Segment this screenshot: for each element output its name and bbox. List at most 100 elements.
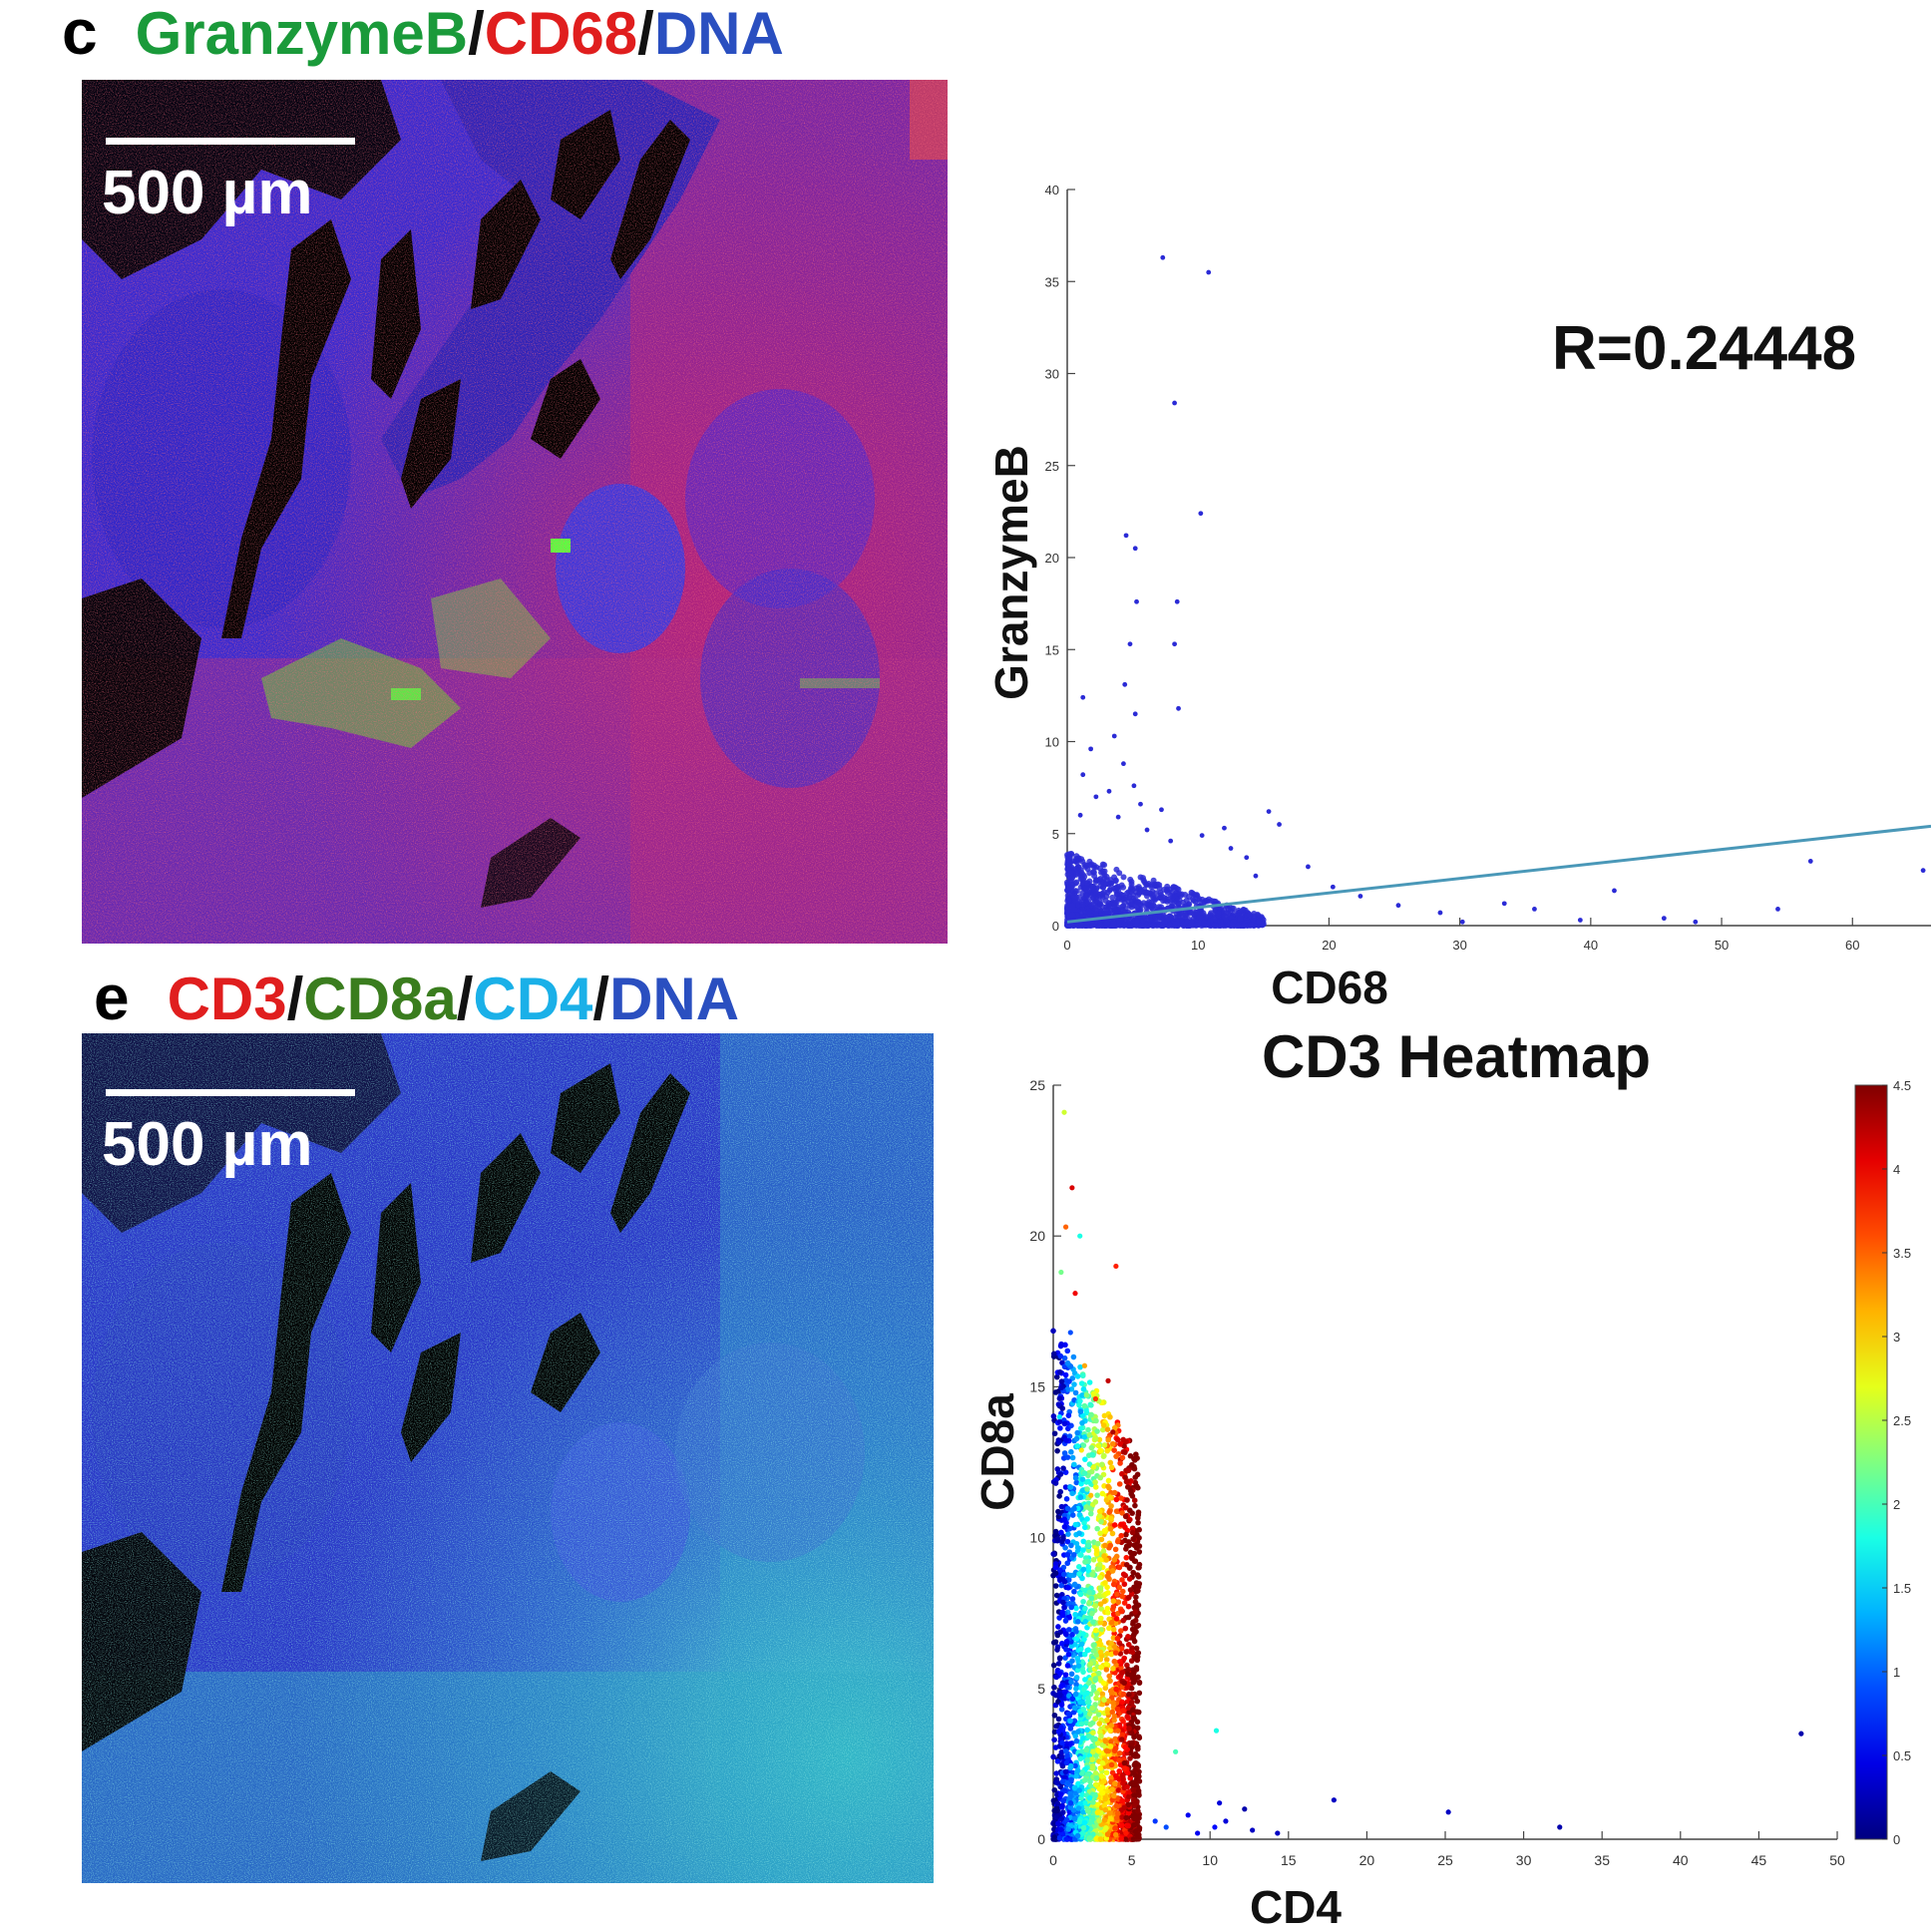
data-point [1062, 1748, 1069, 1754]
data-point [1100, 1680, 1107, 1687]
data-point [1092, 1479, 1098, 1485]
data-point [1126, 922, 1133, 929]
data-point [1119, 907, 1126, 914]
data-point [1200, 920, 1207, 927]
data-point [1097, 1530, 1103, 1537]
data-point [1131, 1716, 1138, 1722]
colorbar-tick-label: 1 [1893, 1665, 1900, 1680]
colorbar-tick-label: 1.5 [1893, 1581, 1911, 1596]
data-point [1134, 1745, 1141, 1752]
data-point [1055, 1716, 1062, 1723]
data-point [1065, 1412, 1072, 1418]
data-point [1168, 838, 1174, 844]
data-point [1078, 1641, 1085, 1648]
data-point [1068, 1385, 1075, 1392]
data-point [1093, 794, 1099, 800]
data-point [1114, 1706, 1121, 1713]
data-point [1117, 1460, 1123, 1466]
data-point [1068, 1604, 1074, 1611]
data-point [1083, 1407, 1089, 1413]
data-point [1097, 1574, 1103, 1581]
data-point [1080, 1824, 1087, 1831]
data-point [1064, 1560, 1071, 1567]
data-point [1120, 1571, 1127, 1578]
data-point [1076, 1512, 1083, 1518]
data-point [1101, 1598, 1108, 1605]
data-point [1109, 1440, 1116, 1447]
data-point [1104, 1584, 1110, 1591]
data-point [1129, 1461, 1135, 1468]
data-point [1120, 874, 1127, 881]
data-point [1215, 910, 1222, 917]
data-point [1125, 1705, 1132, 1711]
data-point [1532, 906, 1537, 912]
data-point [1172, 921, 1179, 928]
data-point [1061, 1420, 1068, 1427]
data-point [1073, 879, 1080, 886]
data-point [1115, 886, 1122, 893]
data-point [1073, 1541, 1080, 1547]
data-point [1051, 1834, 1057, 1840]
data-point [1087, 1661, 1094, 1667]
data-point [1066, 858, 1073, 865]
data-point [1111, 1489, 1118, 1496]
panel-letter: c [62, 0, 98, 68]
data-point [1103, 881, 1110, 888]
data-point [1107, 1494, 1113, 1500]
data-point [1185, 1812, 1191, 1818]
data-point [1237, 915, 1244, 922]
y-tick-label: 35 [1045, 274, 1059, 289]
data-point [1056, 1670, 1063, 1677]
data-point [1064, 1552, 1071, 1558]
data-point [1112, 908, 1119, 915]
data-point [1136, 1824, 1143, 1831]
data-point [1081, 1524, 1088, 1531]
data-point [1052, 1583, 1059, 1589]
data-point [1089, 1451, 1096, 1458]
data-point [1126, 1726, 1132, 1732]
data-point [1114, 1810, 1121, 1816]
data-point [1119, 1814, 1125, 1820]
data-point [1072, 1291, 1078, 1297]
data-point [1077, 1494, 1084, 1501]
scale-bar-label-e: 500 µm [102, 1110, 313, 1179]
data-point [1096, 1512, 1103, 1519]
data-point [1088, 1444, 1095, 1451]
data-point [1099, 1461, 1105, 1468]
data-point [1140, 877, 1147, 884]
data-point [1055, 1401, 1062, 1407]
data-point [1078, 1721, 1085, 1728]
x-axis-title: CD68 [1271, 962, 1388, 1013]
data-point [1060, 1797, 1066, 1804]
data-point [1113, 1263, 1119, 1270]
data-point [1050, 1753, 1056, 1760]
data-point [1084, 1516, 1090, 1522]
data-point [1051, 1786, 1058, 1793]
title-marker-cd68: CD68 [484, 0, 638, 67]
data-point [1125, 1642, 1132, 1648]
data-point [1248, 922, 1255, 929]
data-point [1111, 1630, 1117, 1637]
data-point [1075, 1729, 1081, 1735]
data-point [1074, 1429, 1081, 1436]
data-point [1102, 1806, 1109, 1813]
data-point [1108, 1619, 1115, 1626]
data-point [1331, 1797, 1337, 1803]
data-point [1092, 1676, 1099, 1682]
data-point [1064, 1454, 1071, 1460]
data-point [1081, 1686, 1087, 1693]
data-point [1103, 1747, 1110, 1754]
data-point [1081, 1520, 1087, 1526]
data-point [1114, 1591, 1120, 1598]
data-point [1115, 1728, 1121, 1735]
data-point [1072, 1611, 1078, 1618]
data-point [1131, 1761, 1138, 1768]
data-point [1132, 1753, 1139, 1759]
data-point [1920, 868, 1926, 874]
data-point [1166, 922, 1173, 929]
data-point [1133, 1645, 1140, 1652]
data-point [1134, 1725, 1141, 1732]
data-point [1053, 1770, 1059, 1776]
data-point [1071, 1784, 1078, 1791]
data-point [1083, 922, 1090, 929]
